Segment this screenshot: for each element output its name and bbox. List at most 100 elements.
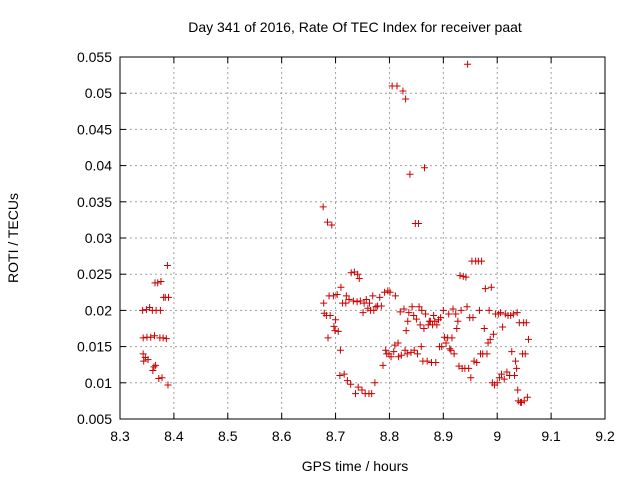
y-tick-label: 0.045: [77, 121, 112, 137]
data-point: [154, 279, 162, 287]
data-point: [433, 321, 441, 329]
data-point: [368, 390, 376, 398]
data-point: [447, 346, 455, 354]
data-point: [405, 309, 413, 317]
data-point: [400, 305, 408, 313]
data-point: [452, 310, 460, 318]
data-point: [343, 377, 351, 385]
data-point: [481, 285, 489, 293]
data-point: [403, 350, 411, 358]
data-point: [422, 310, 430, 318]
data-point: [139, 350, 147, 358]
y-tick-label: 0.055: [77, 49, 112, 65]
data-point: [457, 306, 465, 314]
data-point: [495, 374, 503, 382]
data-point: [467, 374, 475, 382]
data-point: [328, 221, 336, 229]
data-point: [371, 379, 379, 387]
data-point: [454, 317, 462, 325]
data-point: [320, 299, 328, 307]
data-point: [144, 356, 152, 364]
y-tick-label: 0.01: [85, 375, 112, 391]
data-point: [520, 397, 528, 405]
data-point: [473, 359, 481, 367]
data-point: [377, 302, 385, 310]
data-point: [397, 351, 405, 359]
x-tick-label: 8.9: [434, 428, 454, 444]
axes: 8.3 8.4 8.5 8.6 8.7 8.8 8.9 9 9.1 9.2 0.005 0.01 0.0…: [77, 49, 615, 444]
data-point: [406, 170, 414, 178]
data-point: [503, 368, 511, 376]
data-point: [415, 220, 423, 228]
x-axis-title: GPS time / hours: [302, 458, 409, 474]
data-point: [342, 292, 350, 300]
data-point: [331, 327, 339, 335]
data-point: [448, 334, 456, 342]
data-point: [510, 372, 518, 380]
data-point: [522, 319, 530, 327]
data-point: [524, 335, 532, 343]
data-point: [326, 311, 334, 319]
data-point: [354, 270, 362, 278]
data-point: [150, 332, 158, 340]
data-point: [336, 372, 344, 380]
data-point: [394, 339, 402, 347]
data-point: [410, 346, 418, 354]
data-point: [513, 309, 521, 317]
chart-title: Day 341 of 2016, Rate Of TEC Index for r…: [188, 19, 522, 35]
grid: [120, 57, 605, 419]
data-point: [464, 60, 472, 68]
data-point: [484, 339, 492, 347]
data-point: [366, 299, 374, 307]
data-point: [164, 381, 172, 389]
x-tick-label: 8.3: [110, 428, 130, 444]
y-tick-label: 0.035: [77, 194, 112, 210]
data-point: [420, 164, 428, 172]
data-point: [393, 82, 401, 90]
data-point: [465, 364, 473, 372]
data-point: [439, 306, 447, 314]
data-point: [336, 346, 344, 354]
data-point: [319, 203, 327, 211]
data-point: [399, 87, 407, 95]
x-tick-label: 8.7: [326, 428, 346, 444]
data-point: [493, 379, 501, 387]
data-point: [486, 335, 494, 343]
data-point: [512, 357, 520, 365]
data-point: [402, 327, 410, 335]
data-point: [418, 306, 426, 314]
data-point: [355, 275, 363, 283]
y-tick-label: 0.025: [77, 266, 112, 282]
data-point: [483, 350, 491, 358]
data-points: [139, 60, 532, 406]
y-tick-label: 0.015: [77, 339, 112, 355]
data-point: [401, 346, 409, 354]
data-point: [370, 306, 378, 314]
data-point: [157, 277, 165, 285]
data-point: [442, 339, 450, 347]
data-point: [359, 309, 367, 317]
data-point: [498, 370, 506, 378]
x-tick-label: 9: [493, 428, 501, 444]
data-point: [140, 357, 148, 365]
data-point: [430, 311, 438, 319]
data-point: [412, 315, 420, 323]
data-point: [324, 334, 332, 342]
data-point: [369, 292, 377, 300]
data-point: [163, 262, 171, 270]
data-point: [437, 314, 445, 322]
data-point: [480, 325, 488, 332]
data-point: [152, 361, 160, 369]
data-point: [387, 353, 395, 361]
data-point: [390, 348, 398, 356]
data-point: [513, 364, 521, 372]
data-point: [353, 298, 361, 306]
data-point: [514, 386, 522, 394]
y-axis-title: ROTI / TECUs: [5, 193, 21, 283]
data-point: [438, 343, 446, 351]
data-point: [347, 269, 355, 277]
data-point: [420, 325, 428, 332]
data-point: [150, 363, 158, 371]
x-tick-label: 8.5: [218, 428, 238, 444]
plot-frame: [119, 56, 606, 420]
